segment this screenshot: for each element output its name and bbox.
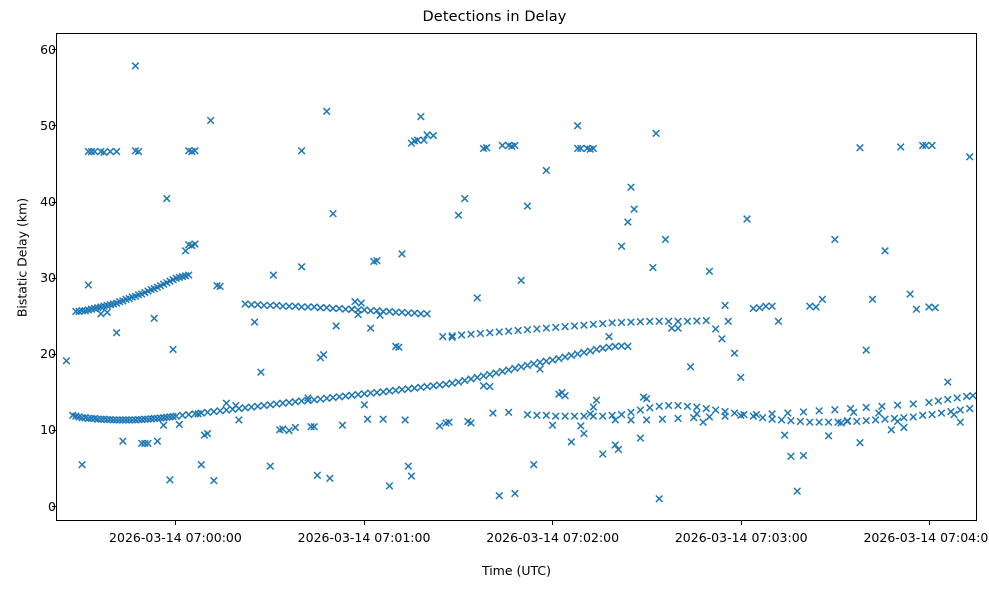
y-tick-mark	[52, 353, 56, 355]
x-tick-label: 2026-03-14 07:04:00	[863, 530, 989, 545]
y-tick-label: 30	[40, 269, 56, 285]
x-tick-mark	[363, 521, 365, 525]
y-tick-label: 50	[40, 117, 56, 133]
y-axis: 0 10 20 30 40 50 60	[0, 33, 989, 521]
page-title: Detections in Delay	[422, 9, 567, 25]
scatter-markers	[62, 62, 976, 503]
x-tick-label: 2026-03-14 07:00:00	[109, 530, 242, 545]
y-axis-label: Bistatic Delay (km)	[14, 197, 30, 318]
y-tick-mark	[52, 125, 56, 127]
y-tick-label: 10	[40, 422, 56, 438]
plot-area[interactable]	[56, 33, 977, 521]
y-tick-label: 0	[0, 500, 56, 513]
x-tick-mark	[929, 521, 931, 525]
y-tick-mark	[52, 49, 56, 51]
y-tick-mark	[52, 429, 56, 431]
y-tick-label: 20	[40, 346, 56, 362]
y-tick-mark	[52, 201, 56, 203]
x-axis-label: Time (UTC)	[481, 563, 552, 578]
x-tick-mark	[174, 521, 177, 525]
y-tick-label: 60	[40, 41, 56, 57]
y-tick-mark	[52, 506, 56, 508]
y-tick-mark	[52, 277, 56, 279]
y-tick-label: 40	[40, 193, 56, 209]
x-tick-mark	[552, 521, 554, 525]
x-tick-mark	[740, 521, 742, 525]
x-axis: 2026-03-14 07:00:00 2026-03-14 07:01:00 20…	[56, 521, 989, 561]
x-tick-label: 2026-03-14 07:01:00	[297, 530, 431, 545]
x-tick-label: 2026-03-14 07:02:00	[486, 530, 620, 545]
x-tick-label: 2026-03-14 07:03:00	[674, 530, 808, 545]
